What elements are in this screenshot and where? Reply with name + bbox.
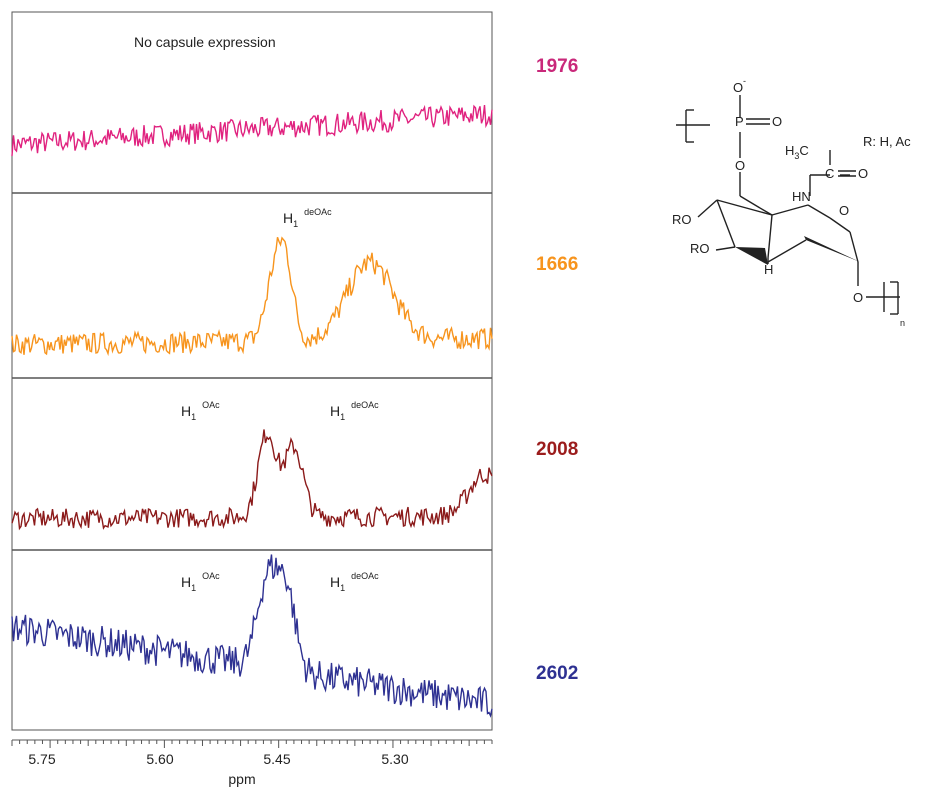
svg-text:O: O	[735, 158, 745, 173]
x-tick-label: 5.60	[146, 751, 173, 767]
spectrum-line-1976	[11, 104, 493, 157]
chemical-structure	[676, 95, 900, 315]
x-tick-label: 5.30	[381, 751, 408, 767]
plot-frame	[11, 11, 493, 731]
annotation-no-capsule: No capsule expression	[134, 34, 276, 50]
svg-text:O: O	[858, 166, 868, 181]
annotation-h1-deoac: H1deOAc	[330, 571, 379, 593]
annotation-h1-oac: H1OAc	[181, 400, 220, 422]
spectrum-line-2008	[11, 429, 493, 531]
x-axis: 5.75 5.60 5.45 5.30 ppm	[11, 739, 493, 787]
strain-label-2008: 2008	[536, 439, 578, 460]
svg-text:H: H	[764, 262, 773, 277]
x-axis-title: ppm	[228, 771, 255, 787]
svg-text:RO: RO	[690, 241, 710, 256]
x-tick-label: 5.75	[28, 751, 55, 767]
spectrum-traces	[11, 104, 493, 718]
strain-label-1666: 1666	[536, 254, 578, 275]
x-tick-label: 5.45	[263, 751, 290, 767]
svg-text:P: P	[735, 114, 744, 129]
svg-text:C: C	[825, 166, 834, 181]
spectrum-line-1666	[11, 236, 493, 357]
svg-text:O: O	[839, 203, 849, 218]
svg-text:O: O	[853, 290, 863, 305]
annotation-h1-oac: H1OAc	[181, 571, 220, 593]
svg-text:n: n	[900, 318, 905, 328]
strain-label-1976: 1976	[536, 56, 578, 77]
annotation-h1-deoac: H1deOAc	[330, 400, 379, 422]
svg-text:O: O	[733, 80, 743, 95]
r-group-label: R: H, Ac	[863, 134, 911, 149]
svg-text:O: O	[772, 114, 782, 129]
annotation-h1-deoac: H1deOAc	[283, 207, 332, 229]
spectrum-line-2602	[11, 554, 493, 718]
x-axis-minor-ticks	[11, 740, 493, 748]
svg-text:HN: HN	[792, 189, 811, 204]
svg-text:RO: RO	[672, 212, 692, 227]
strain-label-2602: 2602	[536, 663, 578, 684]
svg-text:-: -	[743, 76, 746, 86]
svg-text:H3C: H3C	[785, 143, 809, 161]
chemical-structure-labels: O - P O O H3C C O HN O RO RO H O n R: H,…	[672, 76, 911, 328]
